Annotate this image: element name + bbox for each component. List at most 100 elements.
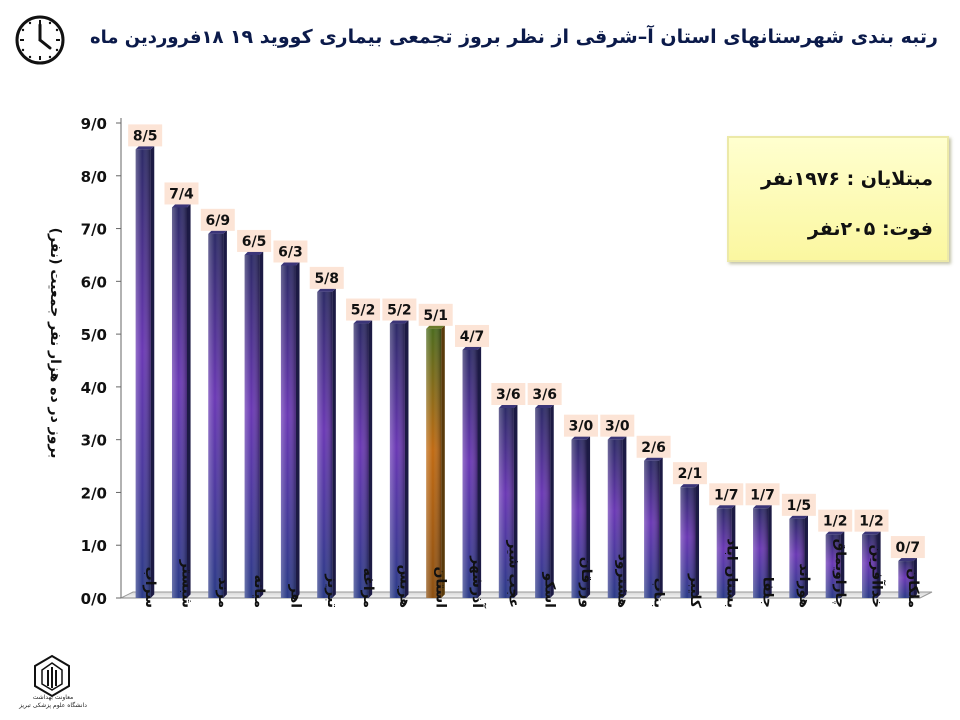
bar-side	[477, 346, 482, 598]
logo-caption-line1: معاونت بهداشت	[32, 694, 74, 701]
value-label-bg	[600, 414, 635, 437]
bar	[789, 515, 808, 598]
bar-shading	[753, 508, 769, 598]
x-tick-label: عجب شیر	[505, 539, 521, 608]
bar	[389, 319, 409, 598]
x-tick-label: بستان اباد	[723, 538, 739, 608]
value-label-bg	[200, 208, 235, 231]
university-logo	[34, 654, 70, 698]
x-tick-label: مرند	[215, 577, 231, 608]
value-label-bg	[527, 383, 562, 405]
bar-side	[550, 404, 554, 598]
x-tick-label: کلیبر	[687, 573, 703, 609]
bar	[353, 319, 373, 598]
y-tick-label: 1/0	[81, 537, 107, 555]
bar-top	[244, 251, 264, 255]
bar-shading	[462, 349, 478, 598]
y-tick-label: 2/0	[81, 484, 107, 502]
value-label: 4/7	[460, 329, 485, 345]
value-label: 3/6	[532, 387, 557, 403]
bar	[280, 261, 300, 598]
value-label-bg	[890, 536, 925, 559]
y-tick-label: 7/0	[81, 221, 107, 239]
bar	[462, 346, 482, 598]
bar-shading	[607, 439, 623, 598]
value-label-bg	[346, 298, 381, 321]
bar-shading	[135, 149, 151, 598]
x-tick-label: میانه	[251, 575, 267, 608]
x-tick-label: هوراند	[796, 563, 812, 608]
bar	[426, 325, 445, 598]
bar-top	[353, 319, 373, 324]
bar-shading	[208, 233, 224, 599]
value-label-bg	[672, 462, 707, 485]
bar-top	[716, 504, 736, 509]
bar	[644, 457, 663, 598]
value-label: 5/2	[351, 303, 376, 319]
bar-shading	[389, 323, 405, 598]
bar-top	[389, 319, 409, 324]
value-label: 0/7	[896, 540, 921, 556]
bar-top	[135, 145, 155, 150]
bar	[753, 504, 772, 598]
value-label: 6/5	[242, 234, 267, 250]
bar-shading	[571, 439, 587, 598]
bar-top	[535, 404, 554, 408]
value-label-bg	[854, 509, 889, 532]
value-label-bg	[455, 324, 490, 347]
bar	[898, 557, 917, 598]
logo-caption-line2: دانشگاه علوم پزشکی تبریز	[19, 702, 87, 709]
bar-side	[259, 251, 264, 598]
x-tick-label: بناب	[651, 578, 667, 608]
bar	[171, 203, 191, 598]
x-tick-label: ورزقان	[578, 557, 594, 608]
value-label-bg	[164, 182, 199, 205]
bar-side	[295, 261, 300, 598]
value-label: 5/8	[314, 271, 339, 287]
value-label-bg	[563, 414, 598, 437]
value-label: 8/5	[133, 128, 158, 144]
bar-side	[441, 325, 445, 598]
bar-shading	[171, 207, 187, 598]
bar-side	[586, 436, 591, 598]
value-label-bg	[709, 483, 744, 506]
bar	[208, 230, 227, 599]
bar	[862, 531, 881, 598]
summary-box: مبتلایان : ۱۹۷۶نفر فوت: ۲۰۵نفر	[727, 136, 949, 262]
value-label-bg	[636, 435, 671, 458]
value-label-bg	[745, 483, 780, 506]
value-label-bg	[309, 266, 344, 289]
y-tick-label: 3/0	[81, 432, 107, 450]
value-label: 3/0	[605, 419, 630, 435]
x-tick-label: آذرشهر	[469, 555, 487, 609]
value-label: 2/1	[678, 466, 703, 482]
bar-shading	[280, 265, 296, 598]
y-tick-label: 6/0	[81, 273, 107, 291]
bar-side	[840, 531, 845, 598]
y-tick-label: 5/0	[81, 326, 107, 344]
bar-top	[317, 288, 336, 292]
bar	[607, 436, 627, 598]
bar-top	[862, 531, 881, 535]
bar-top	[280, 261, 300, 266]
bar-top	[898, 557, 917, 562]
value-label-bg	[382, 298, 417, 321]
bar-shading	[498, 408, 514, 598]
bar	[498, 404, 518, 598]
value-label: 7/4	[169, 186, 194, 202]
bar-top	[680, 483, 700, 488]
x-tick-label: خداآفرین	[869, 544, 887, 608]
bar-shading	[789, 518, 805, 598]
bar-side	[186, 203, 191, 598]
value-label: 3/6	[496, 387, 521, 403]
infected-count: مبتلایان : ۱۹۷۶نفر	[760, 168, 933, 190]
value-label: 5/2	[387, 303, 412, 319]
logo-caption: معاونت بهداشت دانشگاه علوم پزشکی تبریز	[8, 694, 98, 710]
value-label-bg	[781, 493, 816, 516]
bar-side	[404, 319, 409, 598]
bar-side	[768, 504, 772, 598]
bar	[535, 404, 554, 598]
value-label: 1/5	[787, 498, 812, 514]
bar	[680, 483, 700, 598]
